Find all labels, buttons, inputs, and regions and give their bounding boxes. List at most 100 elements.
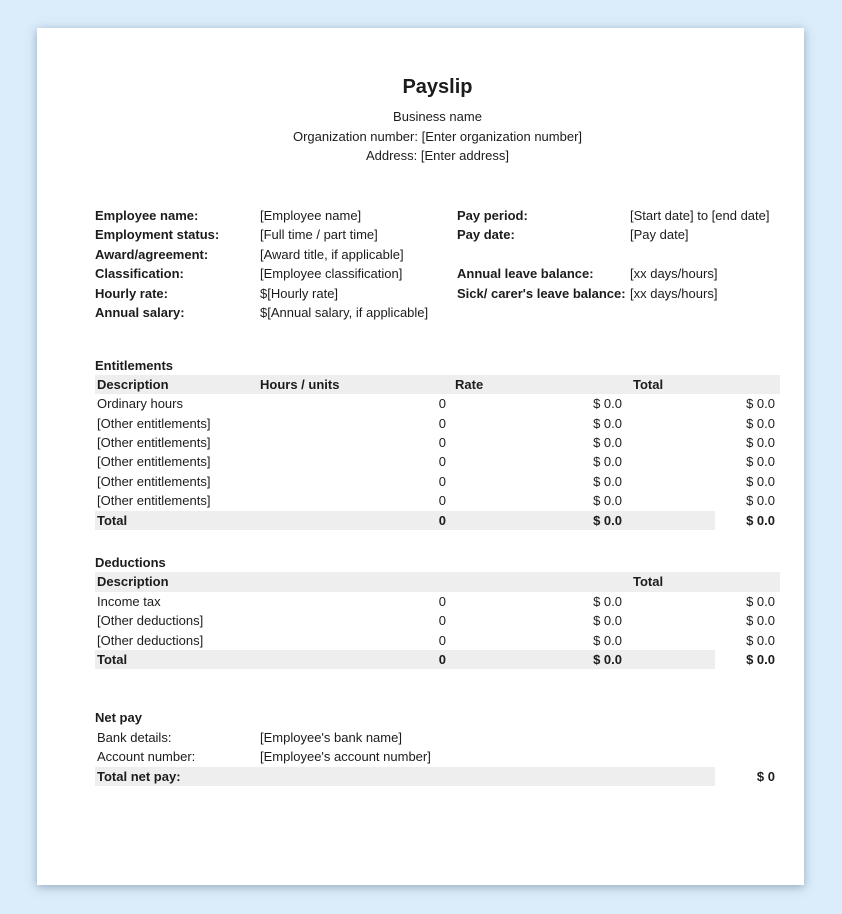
cell-rate: $ 0.0: [593, 512, 622, 528]
field-value: [Start date] to [end date]: [630, 207, 770, 223]
cell-rate: $ 0.0: [593, 493, 622, 509]
table-row: [Other entitlements] 0 $ 0.0 $ 0.0: [95, 491, 780, 510]
cell-hours: 0: [438, 593, 446, 609]
total-net-pay-row: Total net pay: $ 0: [95, 766, 780, 786]
info-row-pay-period: Pay period: [Start date] to [end date]: [457, 206, 780, 226]
field-value: [Employee's bank name]: [260, 729, 402, 745]
deductions-table: Description Total Income tax 0 $ 0.0 $ 0…: [95, 572, 780, 670]
cell-spacer: [633, 611, 715, 630]
field-label: Award/agreement:: [95, 246, 209, 262]
column-header-spacer: [715, 572, 780, 591]
cell-description: [Other entitlements]: [97, 493, 211, 509]
field-label: Account number:: [97, 749, 196, 765]
cell-total: $ 0.0: [746, 632, 775, 648]
field-label: Annual leave balance:: [457, 266, 594, 281]
info-row-bank-details: Bank details: [Employee's bank name]: [95, 728, 780, 747]
info-row-classification: Classification: [Employee classification…: [95, 264, 457, 284]
table-row: [Other entitlements] 0 $ 0.0 $ 0.0: [95, 433, 780, 452]
column-header-hours-units: Hours / units: [260, 376, 340, 392]
cell-total: $ 0.0: [715, 510, 780, 531]
table-row: [Other entitlements] 0 $ 0.0 $ 0.0: [95, 414, 780, 433]
total-net-pay-label: Total net pay:: [95, 766, 715, 786]
cell-hours: 0: [438, 435, 446, 451]
cell-rate: $ 0.0: [593, 396, 622, 412]
field-value: [xx days/hours]: [630, 285, 718, 301]
organization-number-line: Organization number: [Enter organization…: [292, 128, 583, 144]
column-header-spacer: [455, 572, 633, 591]
deductions-section: Deductions Description Total Income tax …: [95, 553, 780, 670]
cell-total: $ 0.0: [746, 473, 775, 489]
field-value: [Employee classification]: [260, 266, 403, 281]
info-row-pay-date: Pay date: [Pay date]: [457, 225, 780, 245]
address-line: Address: [Enter address]: [365, 148, 510, 163]
cell-total: $ 0.0: [746, 435, 775, 451]
entitlements-section: Entitlements Description Hours / units R…: [95, 356, 780, 531]
deductions-header-row: Description Total: [95, 572, 780, 592]
cell-spacer: [633, 414, 715, 433]
field-value: $[Hourly rate]: [260, 285, 339, 301]
field-value: [Employee name]: [260, 207, 362, 223]
cell-hours: 0: [438, 493, 446, 509]
deductions-total-row: Total 0 $ 0.0 $ 0.0: [95, 650, 780, 670]
field-value: [Full time / part time]: [260, 227, 378, 242]
field-value: [Pay date]: [630, 227, 689, 242]
entitlements-heading: Entitlements: [95, 357, 174, 373]
cell-hours: 0: [438, 415, 446, 431]
cell-hours: 0: [438, 396, 446, 412]
cell-hours: 0: [438, 652, 446, 667]
cell-spacer: [633, 650, 715, 669]
cell-spacer: [633, 511, 715, 530]
cell-hours: 0: [438, 632, 446, 648]
cell-spacer: [633, 452, 715, 471]
cell-total-label: Total: [97, 652, 128, 667]
cell-total: $ 0.0: [746, 593, 775, 609]
cell-spacer: [633, 491, 715, 510]
field-label: Employment status:: [95, 227, 220, 242]
column-header-spacer: [715, 375, 780, 394]
column-header-rate: Rate: [455, 376, 484, 392]
entitlements-header-row: Description Hours / units Rate Total: [95, 374, 780, 395]
cell-description: [Other deductions]: [97, 632, 204, 648]
cell-rate: $ 0.0: [593, 473, 622, 489]
cell-total: $ 0.0: [746, 613, 775, 629]
payslip-page: Payslip Business name Organization numbe…: [37, 28, 804, 885]
info-row-employee-name: Employee name: [Employee name]: [95, 206, 457, 226]
cell-rate: $ 0.0: [593, 593, 622, 609]
page-content: Payslip Business name Organization numbe…: [37, 28, 804, 786]
info-row-hourly-rate: Hourly rate: $[Hourly rate]: [95, 284, 457, 304]
entitlements-table: Description Hours / units Rate Total Ord…: [95, 374, 780, 531]
column-header-spacer: [260, 572, 455, 591]
info-row-award-agreement: Award/agreement: [Award title, if applic…: [95, 245, 457, 265]
document-header: Payslip Business name Organization numbe…: [95, 75, 780, 166]
column-header-total: Total: [633, 574, 664, 590]
cell-spacer: [633, 394, 715, 413]
cell-description: Income tax: [97, 593, 161, 609]
deductions-heading: Deductions: [95, 555, 166, 571]
table-row: [Other entitlements] 0 $ 0.0 $ 0.0: [95, 472, 780, 491]
cell-spacer: [633, 472, 715, 491]
blank-line: [457, 245, 780, 265]
field-label: Hourly rate:: [95, 285, 168, 301]
business-name: Business name: [393, 109, 482, 124]
cell-spacer: [633, 631, 715, 650]
cell-hours: 0: [438, 473, 446, 489]
cell-description: [Other entitlements]: [97, 415, 211, 431]
info-row-employment-status: Employment status: [Full time / part tim…: [95, 225, 457, 245]
field-value: $[Annual salary, if applicable]: [260, 305, 429, 320]
cell-rate: $ 0.0: [593, 632, 622, 648]
info-row-account-number: Account number: [Employee's account numb…: [95, 747, 780, 766]
table-row: [Other entitlements] 0 $ 0.0 $ 0.0: [95, 452, 780, 471]
table-row: [Other deductions] 0 $ 0.0 $ 0.0: [95, 611, 780, 630]
field-value: [Employee's account number]: [260, 749, 431, 765]
employee-info: Employee name: [Employee name] Employmen…: [95, 206, 780, 323]
field-label: Pay date:: [457, 227, 515, 242]
cell-total: $ 0.0: [715, 650, 780, 670]
info-row-annual-salary: Annual salary: $[Annual salary, if appli…: [95, 303, 457, 323]
table-row: Ordinary hours 0 $ 0.0 $ 0.0: [95, 394, 780, 413]
cell-rate: $ 0.0: [593, 435, 622, 451]
field-label: Bank details:: [97, 729, 172, 745]
cell-rate: $ 0.0: [593, 415, 622, 431]
field-value: [Award title, if applicable]: [260, 246, 404, 262]
field-label: Annual salary:: [95, 305, 185, 320]
cell-rate: $ 0.0: [593, 454, 622, 470]
